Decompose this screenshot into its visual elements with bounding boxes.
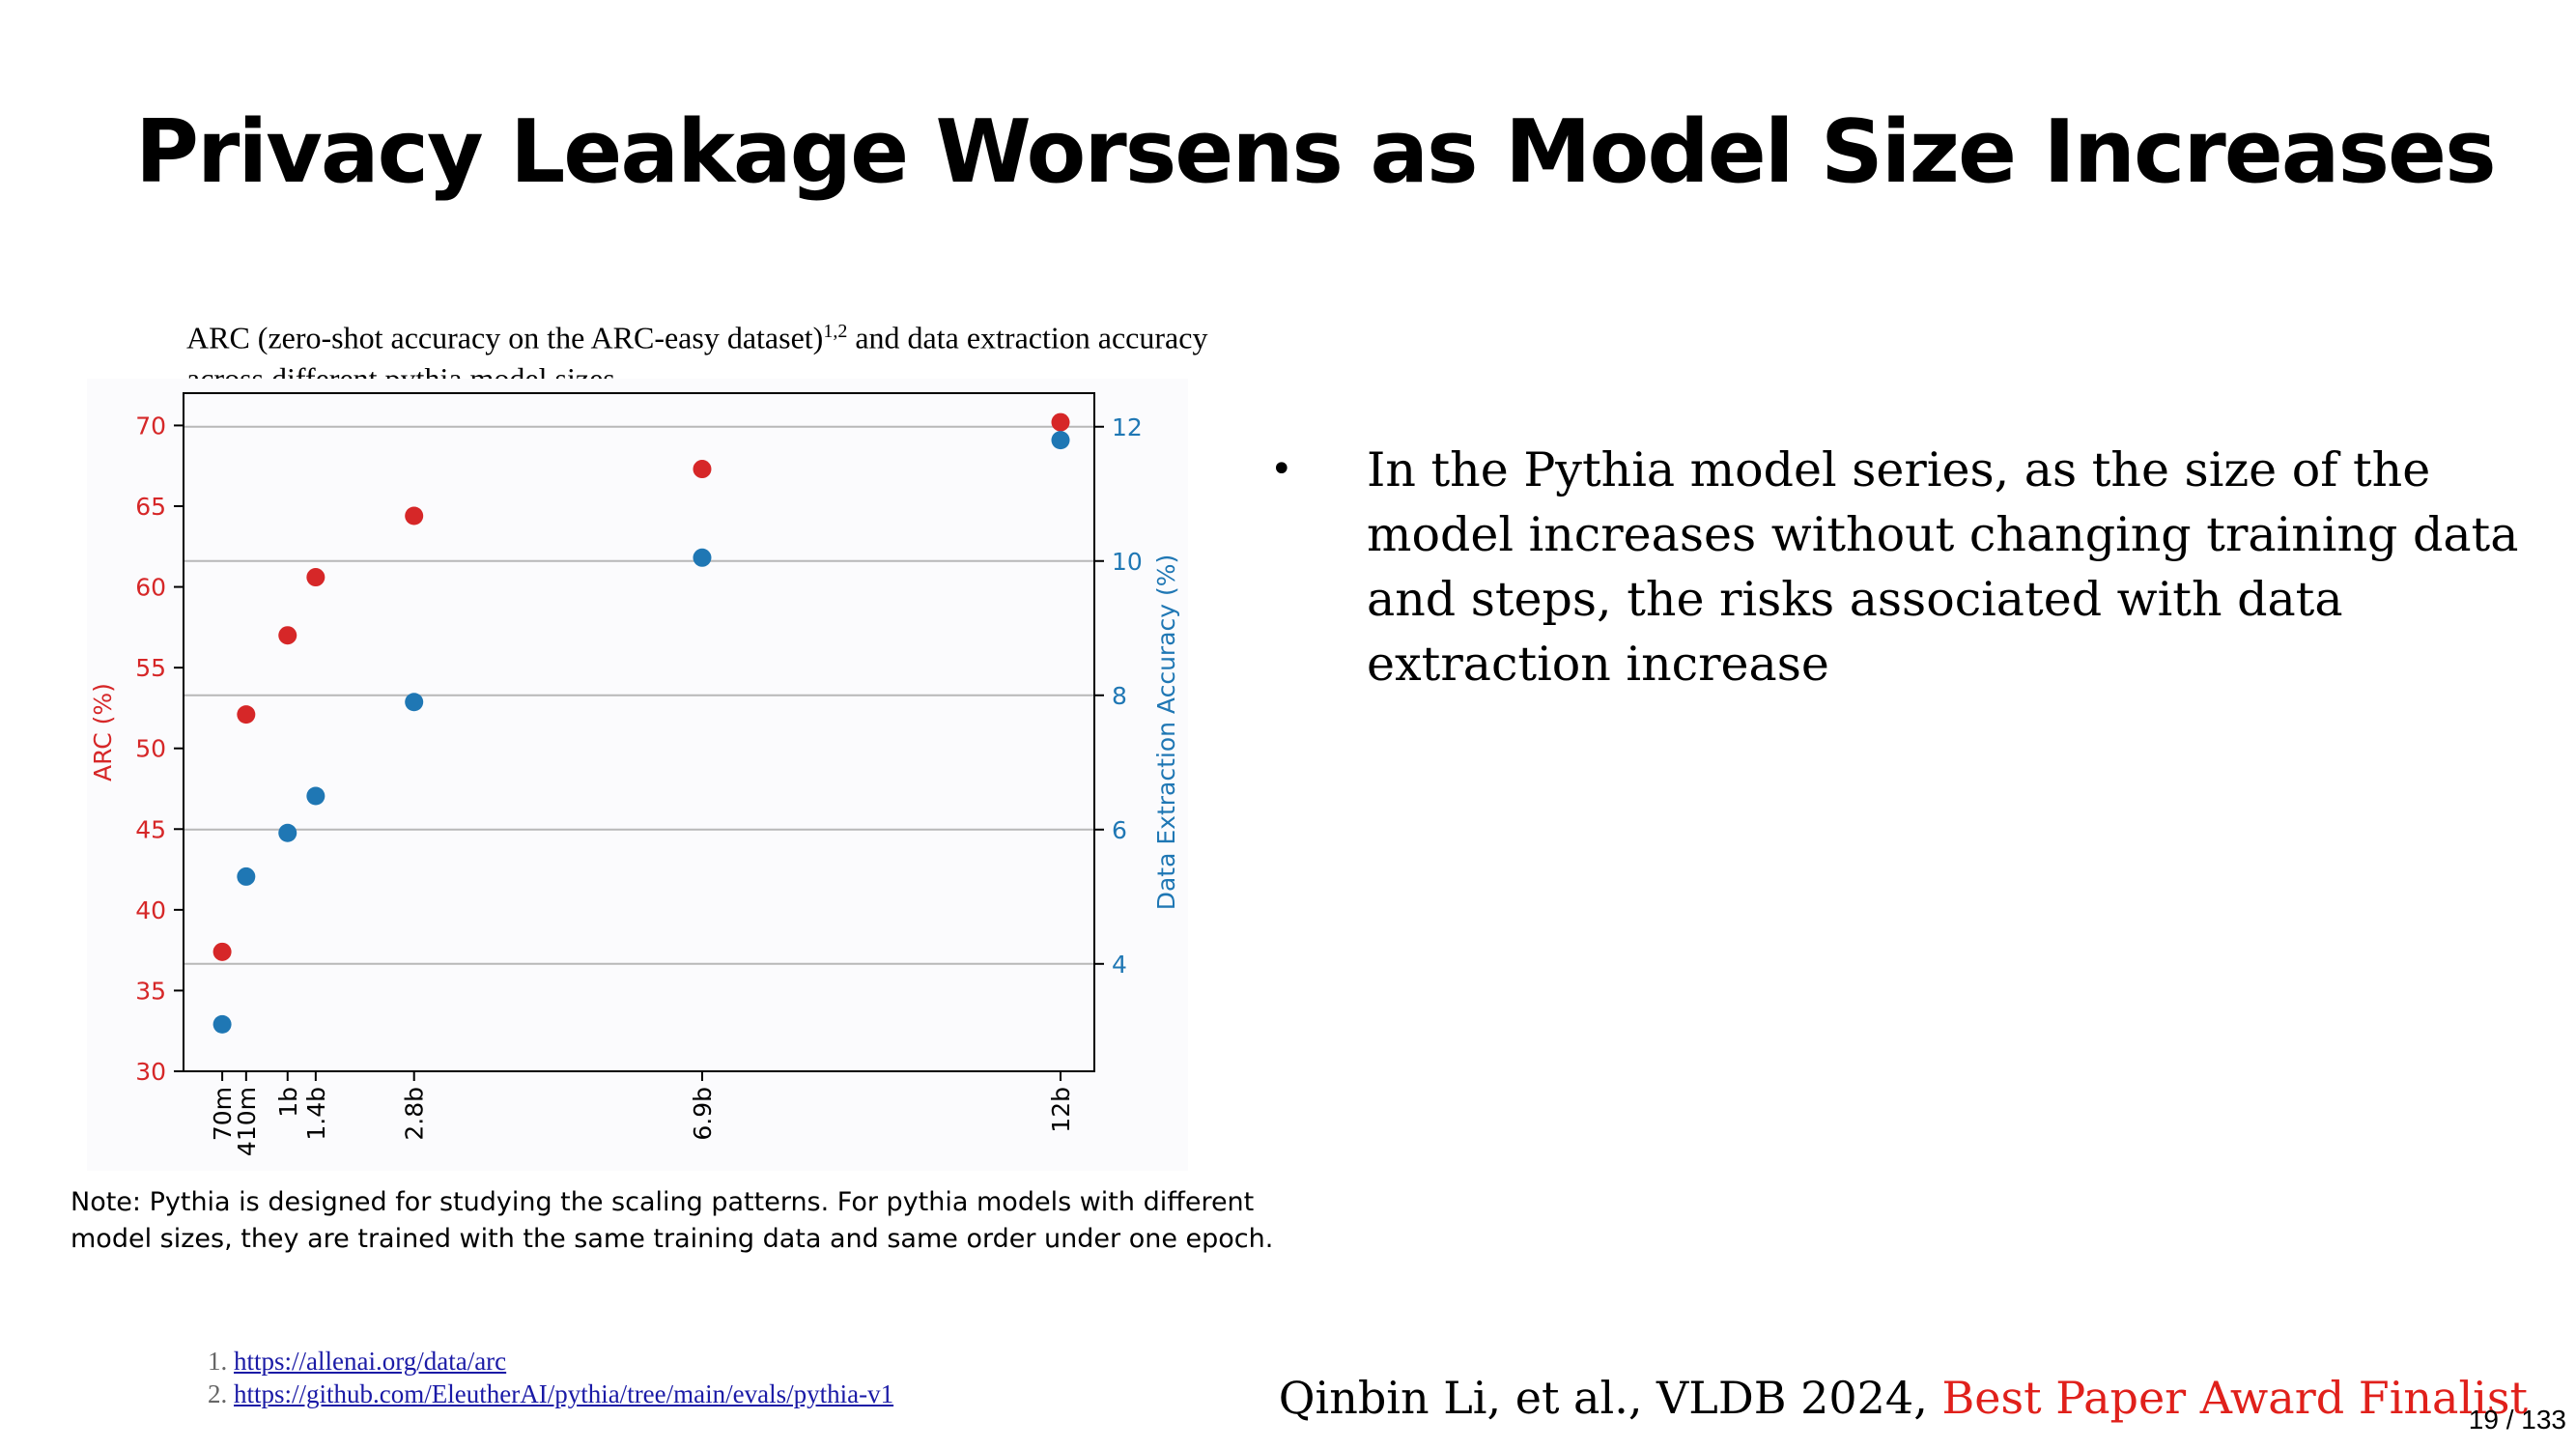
reference-link-arc[interactable]: https://allenai.org/data/arc [234,1347,507,1376]
right-axis-tick-label: 8 [1112,682,1127,710]
extraction-point [693,548,712,567]
x-axis-tick-label: 1.4b [302,1087,330,1141]
extraction-point [405,693,424,712]
x-axis-tick-label: 1b [274,1087,302,1118]
reference-number: 2. [208,1379,228,1408]
left-axis-tick-label: 50 [135,735,166,763]
left-axis-tick-label: 40 [135,896,166,924]
left-axis-tick-label: 55 [135,654,166,682]
pythia-note: Note: Pythia is designed for studying th… [71,1187,1274,1254]
extraction-point [237,867,256,886]
arc-point [212,942,232,961]
reference-list: 1. https://allenai.org/data/arc 2. https… [208,1345,893,1410]
left-axis-tick-label: 65 [135,493,166,521]
x-axis-tick-label: 6.9b [689,1087,717,1141]
right-axis-tick-label: 4 [1112,951,1127,979]
bullet-item: • In the Pythia model series, as the siz… [1270,438,2526,696]
extraction-point [1051,431,1070,450]
left-axis-tick-label: 70 [135,412,166,440]
extraction-point [306,786,326,806]
arc-point [693,460,712,479]
arc-point [405,506,424,526]
left-axis-label: ARC (%) [89,683,117,781]
arc-point [1051,412,1070,432]
right-axis-tick-label: 10 [1112,548,1143,576]
arc-point [306,568,326,587]
bullet-list: • In the Pythia model series, as the siz… [1270,438,2526,696]
slide-title: Privacy Leakage Worsens as Model Size In… [135,101,2497,203]
x-axis-tick-label: 410m [233,1087,261,1156]
reference-item: 1. https://allenai.org/data/arc [208,1345,893,1378]
award-text: Best Paper Award Finalist [1941,1372,2528,1424]
right-axis-tick-label: 12 [1112,413,1143,441]
right-axis-tick-label: 6 [1112,816,1127,844]
extraction-point [212,1014,232,1034]
citation: Qinbin Li, et al., VLDB 2024, Best Paper… [1279,1372,2528,1424]
left-axis-tick-label: 60 [135,574,166,602]
arc-point [237,705,256,724]
left-axis-tick-label: 30 [135,1058,166,1086]
reference-item: 2. https://github.com/EleutherAI/pythia/… [208,1378,893,1410]
bullet-text: In the Pythia model series, as the size … [1367,442,2519,692]
citation-authors: Qinbin Li, et al., VLDB 2024, [1278,1372,1942,1424]
extraction-point [278,823,297,842]
left-axis-tick-label: 35 [135,977,166,1005]
reference-number: 1. [208,1347,228,1376]
right-axis-label: Data Extraction Accuracy (%) [1152,554,1180,911]
left-axis-tick-label: 45 [135,815,166,843]
reference-link-pythia[interactable]: https://github.com/EleutherAI/pythia/tre… [234,1379,894,1408]
arc-point [278,626,297,645]
chart-background [87,379,1188,1171]
bullet-dot-icon: • [1270,447,1293,492]
caption-text: ARC (zero-shot accuracy on the ARC-easy … [186,320,824,355]
x-axis-tick-label: 70m [209,1087,237,1141]
x-axis-tick-label: 12b [1047,1087,1075,1133]
plot-frame [183,392,1095,1072]
x-axis-tick-label: 2.8b [401,1087,429,1141]
page-number: 19 / 133 [2468,1405,2566,1435]
caption-superscript: 1,2 [823,321,848,342]
